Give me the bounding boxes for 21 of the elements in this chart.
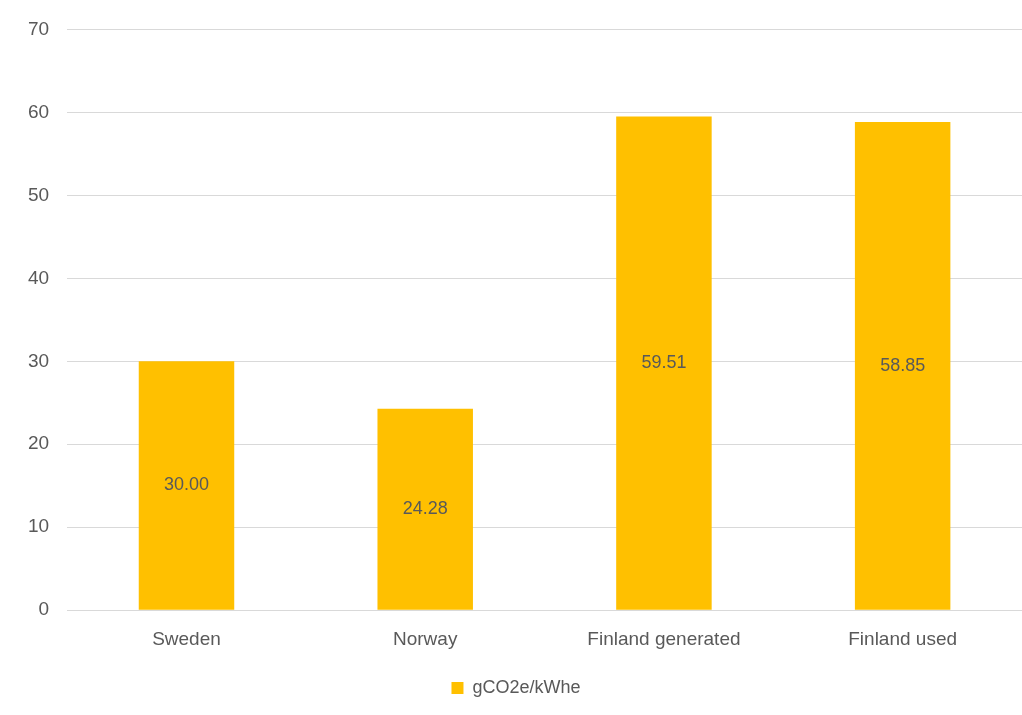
bar: [138, 361, 235, 610]
data-label: 24.28: [402, 498, 448, 519]
y-tick-label: 30: [27, 349, 50, 371]
y-tick-label: 0: [38, 598, 50, 620]
y-tick-label: 20: [27, 432, 50, 454]
data-label: 58.85: [880, 354, 926, 375]
x-tick-label: Norway: [393, 627, 458, 649]
data-label: 30.00: [163, 474, 210, 495]
y-tick-label: 50: [27, 183, 50, 205]
y-tick-label: 10: [27, 515, 50, 537]
y-tick-label: 60: [27, 100, 50, 122]
bar: [854, 121, 951, 610]
x-tick-label: Finland used: [848, 627, 958, 649]
x-tick-label: Sweden: [152, 627, 221, 649]
legend-label: gCO2e/kWhe: [472, 676, 581, 697]
data-label: 59.51: [641, 352, 687, 373]
x-tick-label: Finland generated: [587, 627, 741, 649]
y-tick-label: 40: [27, 266, 50, 288]
bar: [377, 408, 473, 610]
y-tick-label: 70: [27, 17, 50, 39]
bar: [616, 116, 712, 610]
